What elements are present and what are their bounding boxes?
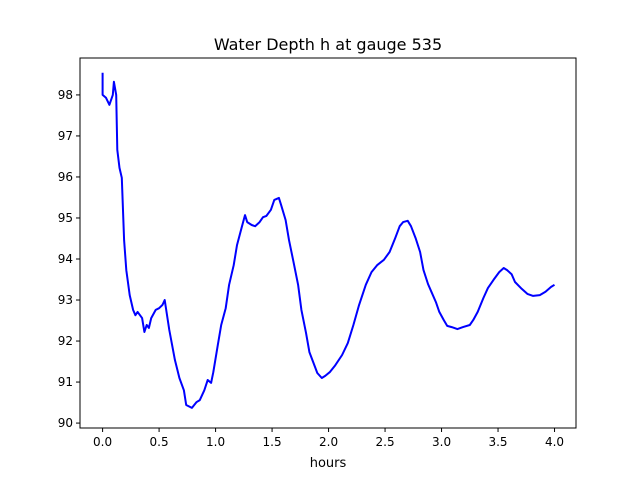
y-tick-label: 93 <box>58 293 73 307</box>
x-tick-label: 1.0 <box>206 435 225 449</box>
x-tick-label: 4.0 <box>545 435 564 449</box>
y-tick-label: 98 <box>58 88 73 102</box>
chart-title: Water Depth h at gauge 535 <box>214 35 442 54</box>
y-tick-label: 92 <box>58 334 73 348</box>
y-tick-label: 96 <box>58 170 73 184</box>
x-tick-label: 0.5 <box>150 435 169 449</box>
x-tick-label: 2.5 <box>376 435 395 449</box>
x-tick-label: 0.0 <box>93 435 112 449</box>
x-tick-label: 3.5 <box>488 435 507 449</box>
x-tick-label: 3.0 <box>432 435 451 449</box>
y-tick-label: 90 <box>58 416 73 430</box>
y-tick-label: 94 <box>58 252 73 266</box>
y-tick-label: 91 <box>58 375 73 389</box>
x-tick-label: 2.0 <box>319 435 338 449</box>
plot-frame <box>79 57 577 429</box>
x-axis-label: hours <box>310 456 347 471</box>
x-tick-label: 1.5 <box>263 435 282 449</box>
series-line-h <box>101 72 556 409</box>
y-tick-label: 97 <box>58 129 73 143</box>
y-tick-label: 95 <box>58 211 73 225</box>
